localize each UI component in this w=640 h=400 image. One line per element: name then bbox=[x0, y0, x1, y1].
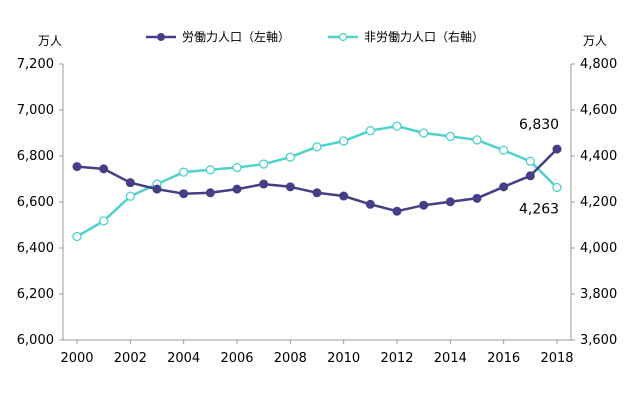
legend-label-labor: 労働力人口（左軸） bbox=[182, 29, 290, 44]
series-point-1 bbox=[392, 121, 402, 131]
left-tick-label: 6,000 bbox=[17, 333, 54, 348]
series-point-0 bbox=[392, 206, 402, 216]
series-point-1 bbox=[472, 135, 482, 145]
series-point-0 bbox=[72, 162, 82, 172]
x-tick-label: 2018 bbox=[540, 351, 573, 366]
series-point-0 bbox=[259, 179, 269, 189]
series-point-1 bbox=[365, 126, 375, 136]
series-point-1 bbox=[232, 162, 242, 173]
series-point-1 bbox=[312, 142, 322, 152]
right-tick-label: 4,600 bbox=[580, 103, 617, 118]
right-tick-label: 4,800 bbox=[580, 57, 617, 72]
series-point-0 bbox=[205, 188, 215, 198]
left-axis-unit: 万人 bbox=[38, 34, 62, 48]
right-axis-unit: 万人 bbox=[583, 34, 607, 48]
left-tick-label: 7,000 bbox=[17, 103, 54, 118]
series-point-0 bbox=[419, 200, 429, 210]
right-tick-label: 4,400 bbox=[580, 149, 617, 164]
series-point-1 bbox=[72, 231, 82, 242]
right-tick-label: 4,200 bbox=[580, 195, 617, 210]
series-point-1 bbox=[552, 182, 562, 193]
series-point-0 bbox=[125, 178, 135, 188]
x-tick-label: 2008 bbox=[274, 351, 307, 366]
x-tick-label: 2002 bbox=[114, 351, 147, 366]
series-point-0 bbox=[499, 182, 509, 192]
series-point-1 bbox=[499, 145, 509, 155]
series-point-0 bbox=[99, 164, 109, 174]
series-point-1 bbox=[179, 167, 189, 177]
x-tick-label: 2004 bbox=[167, 351, 200, 366]
right-tick-label: 3,800 bbox=[580, 287, 617, 302]
left-tick-label: 6,200 bbox=[17, 287, 54, 302]
series-point-0 bbox=[472, 193, 482, 203]
left-tick-label: 7,200 bbox=[17, 57, 54, 72]
series-point-0 bbox=[445, 197, 455, 207]
series-point-0 bbox=[312, 188, 322, 198]
series-point-0 bbox=[179, 189, 189, 199]
data-label-labor: 6,830 bbox=[519, 117, 559, 133]
left-tick-label: 6,600 bbox=[17, 195, 54, 210]
series-point-1 bbox=[259, 159, 269, 169]
x-tick-label: 2000 bbox=[60, 351, 93, 366]
series-point-1 bbox=[525, 156, 535, 166]
legend-marker-nonlabor bbox=[338, 32, 348, 42]
series-point-0 bbox=[525, 171, 535, 181]
right-tick-label: 4,000 bbox=[580, 241, 617, 256]
data-label-nonlabor: 4,263 bbox=[519, 202, 559, 218]
legend-marker-labor bbox=[157, 33, 165, 41]
right-tick-label: 3,600 bbox=[580, 333, 617, 348]
series-point-0 bbox=[365, 199, 375, 209]
series-point-1 bbox=[205, 165, 215, 175]
series-point-0 bbox=[285, 182, 295, 192]
series-point-1 bbox=[419, 128, 429, 138]
series-line-0 bbox=[76, 148, 558, 213]
series-point-0 bbox=[552, 144, 562, 154]
x-tick-label: 2016 bbox=[487, 351, 520, 366]
series-point-1 bbox=[285, 152, 295, 162]
series-point-0 bbox=[152, 184, 162, 194]
left-tick-label: 6,800 bbox=[17, 149, 54, 164]
series-point-1 bbox=[339, 136, 349, 146]
series-point-1 bbox=[99, 216, 109, 226]
left-tick-label: 6,400 bbox=[17, 241, 54, 256]
series-point-0 bbox=[339, 191, 349, 201]
series-point-0 bbox=[232, 184, 242, 194]
x-tick-label: 2012 bbox=[380, 351, 413, 366]
x-tick-label: 2010 bbox=[327, 351, 360, 366]
x-tick-label: 2014 bbox=[434, 351, 467, 366]
x-tick-label: 2006 bbox=[220, 351, 253, 366]
series-point-1 bbox=[125, 191, 135, 201]
legend-label-nonlabor: 非労働力人口（右軸） bbox=[364, 29, 484, 44]
series-point-1 bbox=[445, 131, 455, 142]
